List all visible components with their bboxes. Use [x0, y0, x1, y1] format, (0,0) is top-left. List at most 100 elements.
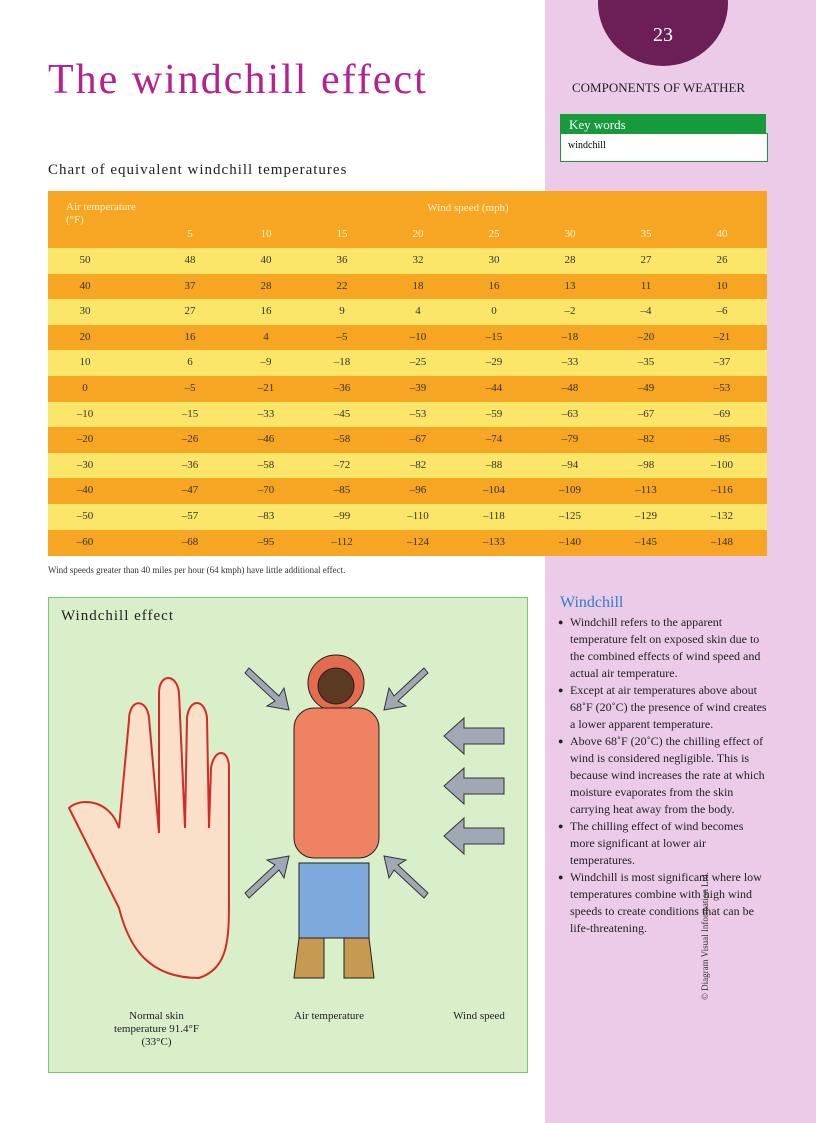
- table-row: –50 –57 –83 –99 –110 –118 –125 –129 –132: [48, 504, 767, 530]
- bullet: Above 68˚F (20˚C) the chilling effect of…: [558, 733, 770, 818]
- table-cell: –58: [333, 433, 351, 446]
- table-cell: –20: [76, 433, 94, 446]
- table-cell: –36: [181, 458, 199, 471]
- table-row: –60 –68 –95 –112 –124 –133 –140 –145 –148: [48, 529, 767, 556]
- table-caption: Chart of equivalent windchill temperatur…: [48, 162, 348, 178]
- table-cell: –48: [561, 382, 579, 394]
- table-cell: –33: [257, 407, 275, 420]
- table-cell: –20: [637, 330, 655, 343]
- table-cell: –85: [333, 484, 351, 497]
- table-row: 10 6 –9 –18 –25 –29 –33 –35 –37: [48, 350, 767, 376]
- table-cell: –133: [483, 535, 505, 548]
- table-cell: 30: [488, 254, 500, 266]
- table-cell: 0: [491, 305, 497, 318]
- table-cell: 26: [716, 254, 728, 266]
- table-cell: –18: [333, 356, 351, 369]
- table-cell: –82: [409, 458, 427, 471]
- table-cell: –129: [635, 510, 657, 522]
- table-cell: –2: [564, 305, 576, 318]
- table-cell: –110: [407, 510, 429, 522]
- table-cell: 4: [415, 305, 421, 318]
- section: COMPONENTS OF WEATHER: [572, 80, 746, 95]
- table-cell: 4: [263, 330, 269, 343]
- table-cell: –35: [637, 356, 655, 369]
- table-row: –20 –26 –46 –58 –67 –74 –79 –82 –85: [48, 427, 767, 453]
- table-cell: –88: [485, 458, 503, 471]
- key-words-heading: Key words: [560, 114, 766, 133]
- group-header: Wind speed (mph): [427, 202, 509, 214]
- label: Normal skin temperature 91.4°F (33°C): [113, 1010, 200, 1048]
- table-cell: –10: [76, 407, 94, 420]
- table-cell: –26: [181, 433, 199, 446]
- table-cell: 18: [412, 279, 424, 292]
- table-cell: 28: [260, 279, 272, 292]
- table-cell: 20: [79, 330, 91, 343]
- column-header: 25: [488, 228, 500, 240]
- table-cell: 11: [640, 279, 652, 292]
- table-row: 50 48 40 36 32 30 28 27 26: [48, 248, 767, 274]
- table-cell: –21: [257, 382, 275, 394]
- table-cell: –94: [561, 458, 579, 471]
- table-cell: –140: [559, 535, 581, 548]
- table-cell: –124: [407, 535, 429, 548]
- table-cell: 10: [79, 356, 91, 369]
- column-header: 30: [564, 228, 576, 240]
- table-cell: –37: [713, 356, 731, 369]
- table-cell: 36: [336, 254, 348, 266]
- table-cell: –148: [711, 535, 733, 548]
- table-cell: –30: [76, 458, 94, 471]
- table-cell: –100: [711, 458, 733, 471]
- sidebar: [545, 0, 816, 1123]
- column-header: 10: [260, 228, 272, 240]
- table-cell: –4: [640, 305, 652, 318]
- table-cell: –125: [559, 510, 581, 522]
- table-cell: –95: [257, 535, 275, 548]
- table-cell: –9: [260, 356, 272, 369]
- table-cell: 9: [339, 305, 345, 318]
- column-header: 35: [640, 228, 652, 240]
- table-cell: –132: [711, 510, 733, 522]
- sidebar-heading: Windchill: [560, 594, 624, 611]
- table-cell: –21: [713, 330, 731, 343]
- table-cell: –85: [713, 433, 731, 446]
- bullet: Windchill refers to the apparent tempera…: [558, 614, 770, 682]
- table-cell: –58: [257, 458, 275, 471]
- bullet-list: Windchill refers to the apparent tempera…: [558, 614, 770, 937]
- table-cell: –74: [485, 433, 503, 446]
- table-cell: –46: [257, 433, 275, 446]
- table-cell: –39: [409, 382, 427, 394]
- table-row: 30 27 16 9 4 0 –2 –4 –6: [48, 299, 767, 325]
- table-cell: –53: [409, 407, 427, 420]
- table-cell: –59: [485, 407, 503, 420]
- table-cell: –96: [409, 484, 427, 497]
- bullet: Except at air temperatures above about 6…: [558, 682, 770, 733]
- table-cell: –53: [713, 382, 731, 394]
- table-cell: 16: [184, 330, 196, 343]
- table-cell: –5: [336, 330, 348, 343]
- table-row: 20 16 4 –5 –10 –15 –18 –20 –21: [48, 324, 767, 351]
- table-cell: –36: [333, 382, 351, 394]
- key-word: windchill: [560, 133, 768, 162]
- table-cell: 40: [79, 279, 91, 292]
- table-cell: –5: [184, 382, 196, 394]
- table-cell: –67: [637, 407, 655, 420]
- table-cell: –113: [635, 484, 657, 497]
- table-cell: –40: [76, 484, 94, 497]
- table-cell: –50: [76, 510, 94, 522]
- table-cell: –6: [716, 305, 728, 318]
- label: Air temperature: [294, 1010, 364, 1022]
- table-cell: 6: [187, 356, 193, 369]
- table-cell: –83: [257, 510, 275, 522]
- table-cell: –112: [331, 535, 353, 548]
- table-cell: –98: [637, 458, 655, 471]
- table-cell: –29: [485, 356, 503, 369]
- table-cell: 16: [488, 279, 500, 292]
- table-cell: 27: [184, 305, 196, 318]
- table-cell: –57: [181, 510, 199, 522]
- table-cell: –60: [76, 535, 94, 548]
- table-row: –30 –36 –58 –72 –82 –88 –94 –98 –100: [48, 452, 767, 479]
- table-cell: –49: [637, 382, 655, 394]
- table-row: –10 –15 –33 –45 –53 –59 –63 –67 –69: [48, 401, 767, 428]
- bullet: Windchill is most significant where low …: [558, 869, 770, 937]
